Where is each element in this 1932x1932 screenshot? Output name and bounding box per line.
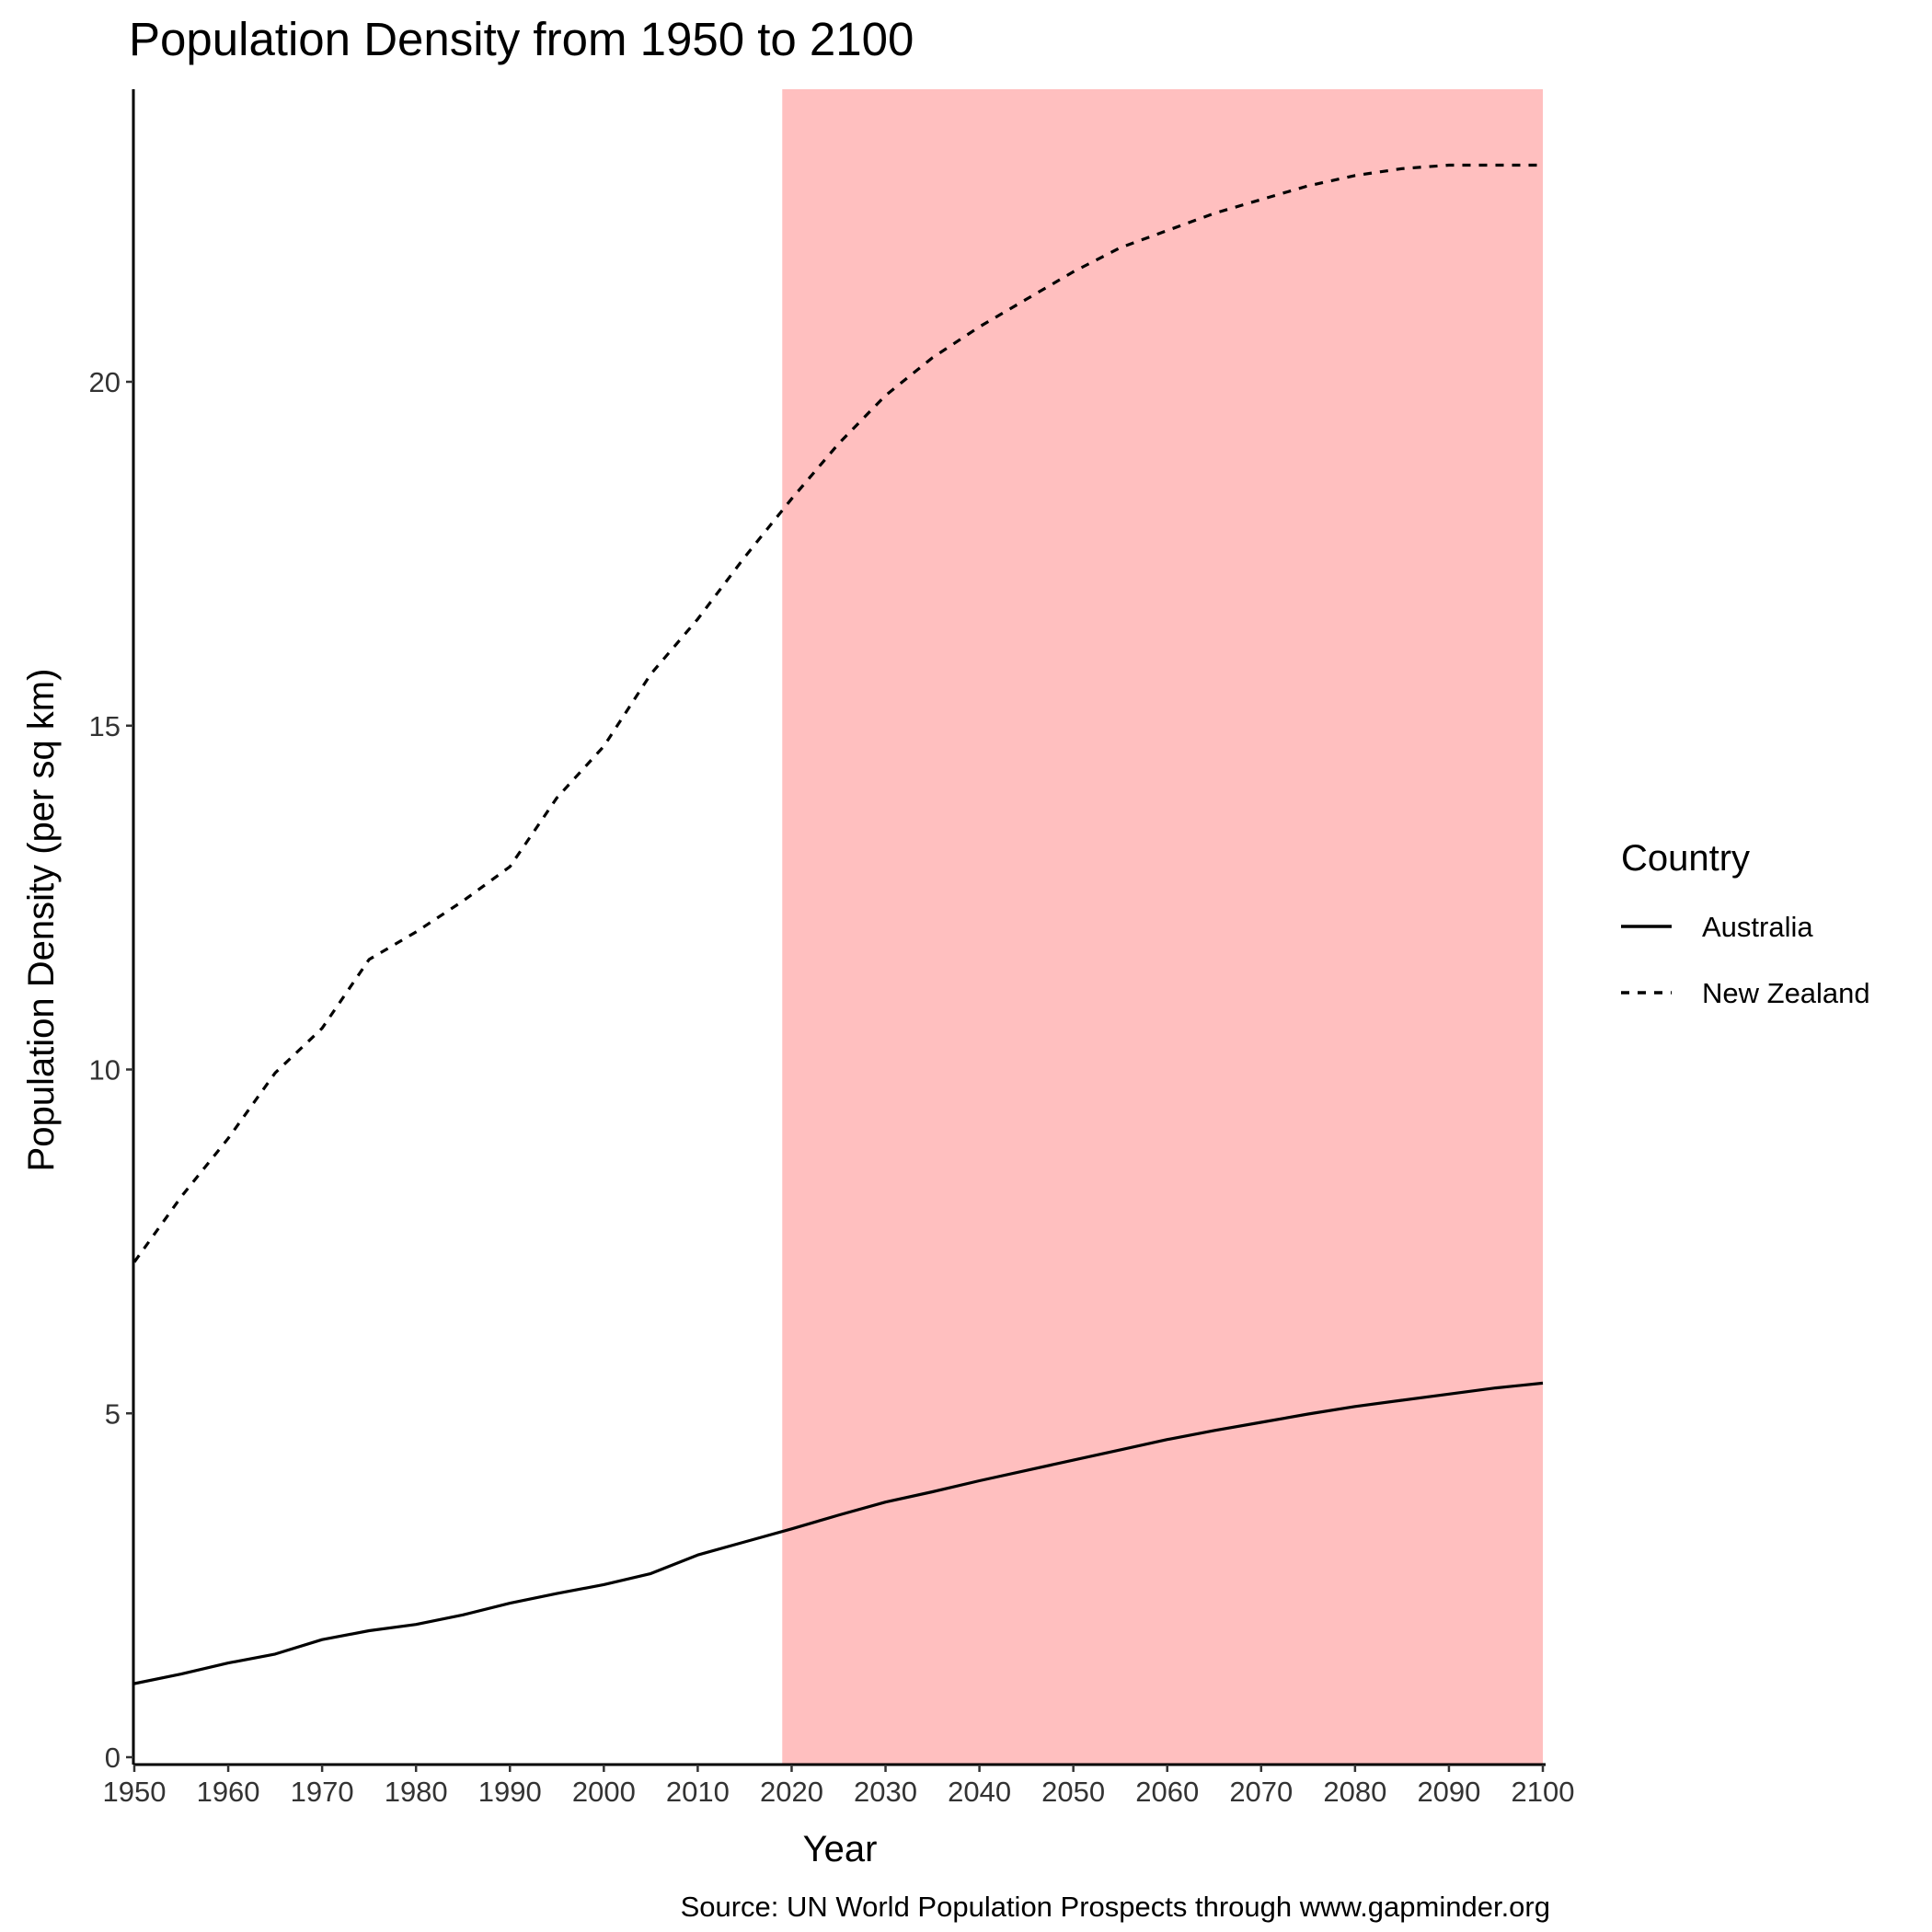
x-tick-label: 2080 [1323,1776,1386,1808]
series-line-new-zealand [132,163,1543,1263]
x-tick-label: 1950 [103,1776,167,1808]
legend-label-australia: Australia [1702,911,1813,943]
y-tick-label: 5 [105,1397,121,1430]
x-tick-label: 2000 [572,1776,636,1808]
x-tick-label: 1960 [197,1776,260,1808]
x-tick-label: 1990 [478,1776,542,1808]
x-tick-label: 1980 [385,1776,448,1808]
chart-caption: Source: UN World Population Prospects th… [681,1891,1550,1923]
x-tick-label: 2010 [666,1776,730,1808]
legend-label-new-zealand: New Zealand [1702,977,1870,1009]
x-tick-label: 2090 [1417,1776,1480,1808]
x-tick-label: 2040 [948,1776,1011,1808]
legend: Country Australia New Zealand [1621,838,1870,1009]
x-tick-label: 2100 [1512,1776,1575,1808]
x-tick-label: 2030 [854,1776,917,1808]
legend-title: Country [1621,838,1750,879]
x-tick-label: 2050 [1041,1776,1105,1808]
y-tick-label: 15 [89,710,121,742]
x-tick-label: 2020 [760,1776,823,1808]
x-tick-label: 2070 [1229,1776,1293,1808]
chart-title: Population Density from 1950 to 2100 [129,13,914,65]
y-tick-label: 10 [89,1054,121,1087]
y-axis-title: Population Density (per sq km) [21,669,62,1172]
x-tick-label: 1970 [291,1776,354,1808]
x-axis-title: Year [803,1829,878,1869]
y-tick-label: 0 [105,1742,121,1774]
forecast-highlight-band [782,89,1543,1765]
x-tick-label: 2060 [1135,1776,1199,1808]
y-tick-label: 20 [89,366,121,398]
series-line-australia [133,1381,1544,1685]
